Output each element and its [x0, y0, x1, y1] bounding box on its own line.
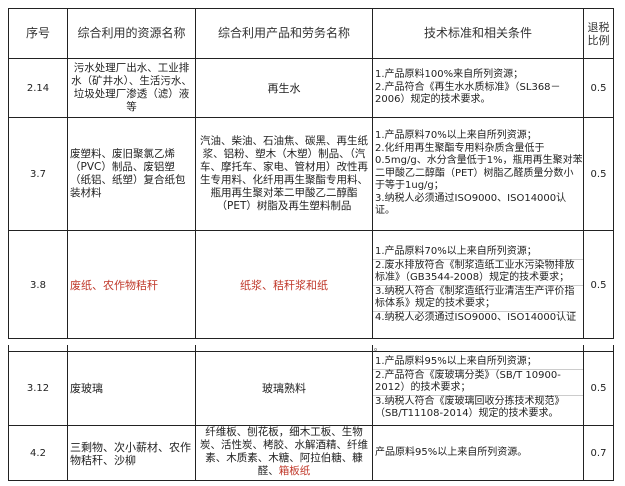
standard-item: 3.纳税人必须通过ISO9000、ISO14000认证。	[375, 192, 567, 217]
continuation-mark: 。	[374, 343, 382, 351]
row-product: 玻璃熟料	[262, 382, 306, 395]
standard-item: 1.产品原料95%以上来自所列资源；	[375, 356, 537, 368]
header-resource: 综合利用的资源名称	[77, 26, 186, 40]
header-seq: 序号	[25, 26, 50, 40]
row-seq: 2.14	[26, 82, 50, 94]
row-ratio: 0.5	[590, 383, 607, 394]
standard-item: 3.纳税人符合《废玻璃回收分拣技术规范》（SB/T11108-2014）规定的技…	[373, 394, 583, 421]
row-product: 纤维板、刨花板，细木工板、生物炭、活性炭、栲胶、水解酒精、纤维素、木质素、木糖、…	[200, 426, 368, 477]
standard-item: 2.废水排放符合《制浆造纸工业水污染物排放标准》（GB3544-2008）规定的…	[373, 258, 583, 285]
table-upper	[8, 8, 614, 339]
row-product: 再生水	[267, 81, 301, 95]
row-resource: 废塑料、废旧聚氯乙烯（PVC）制品、废铝塑（纸铝、纸塑）复合纸包装材料	[70, 148, 186, 199]
standard-item: 产品原料95%以上来自所列资源。	[375, 447, 528, 459]
row-seq: 3.8	[30, 279, 46, 291]
row-seq: 3.7	[30, 168, 46, 180]
row-seq: 3.12	[26, 383, 50, 394]
header-ratio: 退税比例	[587, 20, 610, 47]
standard-item: 1.产品原料70%以上来自所列资源；	[375, 130, 537, 142]
row-resource: 废纸、农作物秸秆	[70, 278, 158, 292]
standard-item: 2.化纤用再生聚酯专用料杂质含量低于0.5mg/g、水分含量低于1%，瓶用再生聚…	[375, 142, 583, 192]
row-product-highlight: 箱板纸	[278, 465, 311, 477]
standard-item: 1.产品原料100%来自所列资源；	[375, 69, 524, 81]
row-resource: 废玻璃	[70, 382, 103, 395]
row-product: 汽油、柴油、石油焦、碳黑、再生纸浆、铝粉、塑木（木塑）制品、（汽车、摩托车、家电…	[200, 135, 368, 212]
standard-item: 2.产品符合《废玻璃分类》（SB/T 10900-2012）的技术要求；	[373, 368, 583, 395]
row-ratio: 0.5	[590, 82, 607, 94]
header-product: 综合利用产品和劳务名称	[217, 26, 350, 40]
row-resource: 三剩物、次小薪材、农作物秸秆、沙柳	[70, 440, 191, 467]
table-lower	[8, 345, 614, 481]
row-product: 纸浆、秸秆浆和纸	[240, 278, 328, 292]
header-standard: 技术标准和相关条件	[423, 26, 532, 40]
standard-item: 1.产品原料70%以上来自所列资源；	[375, 246, 537, 257]
row-ratio: 0.5	[590, 279, 607, 291]
row-ratio: 0.7	[590, 448, 607, 459]
row-ratio: 0.5	[590, 168, 607, 180]
row-resource: 污水处理厂出水、工业排水（矿井水）、生活污水、垃圾处理厂渗透（滤）液等	[71, 62, 192, 113]
row-seq: 4.2	[30, 448, 46, 459]
standard-item: 3.纳税人符合《制浆造纸行业清洁生产评价指标体系》规定的技术要求；	[373, 284, 583, 311]
standard-item: 4.纳税人必须通过ISO9000、ISO14000认证	[373, 310, 577, 323]
standard-item: 2.产品符合《再生水水质标准》（SL368－2006）规定的技术要求。	[375, 81, 561, 106]
